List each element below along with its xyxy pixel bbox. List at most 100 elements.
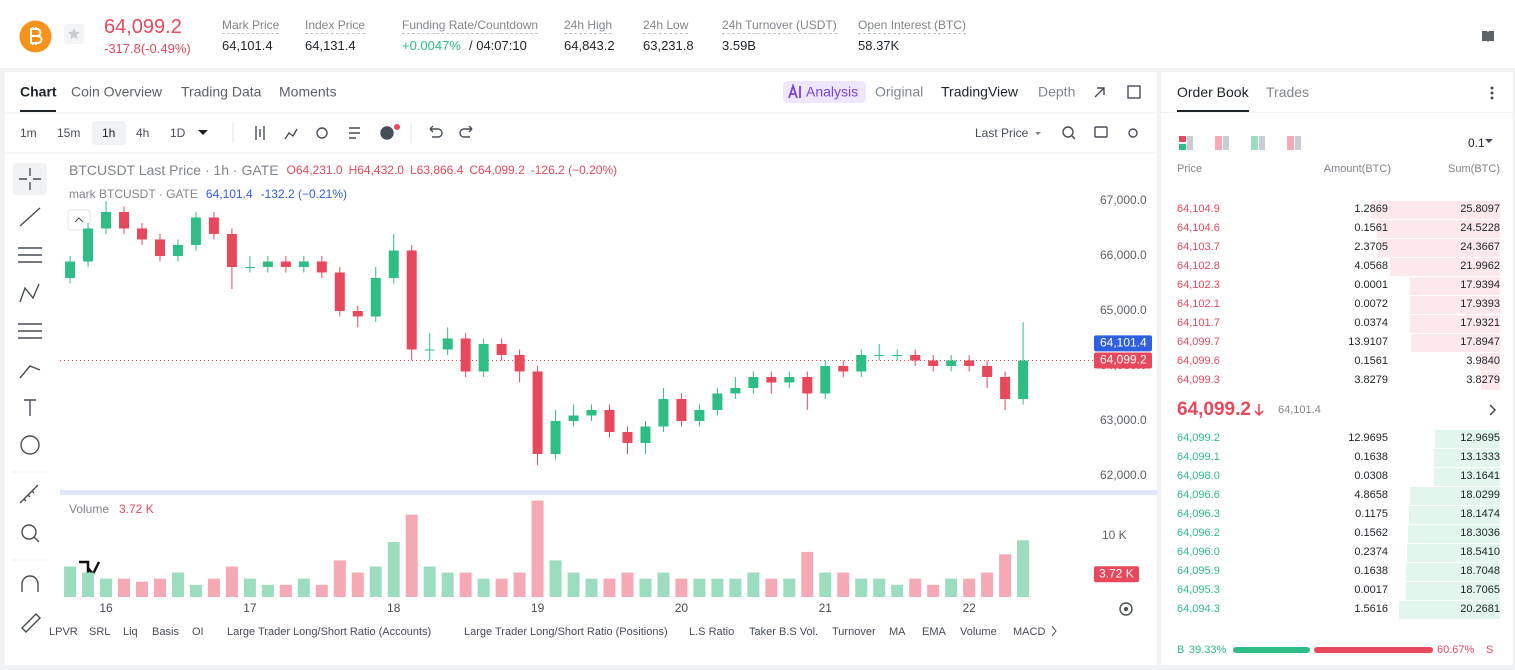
sum: 24.5228: [1460, 222, 1500, 234]
indicator[interactable]: LPVR: [49, 626, 78, 638]
legend-value: -126.2 (−0.20%): [531, 163, 617, 177]
favorite-star[interactable]: [64, 24, 84, 44]
tab[interactable]: Order Book: [1177, 84, 1249, 100]
sum: 13.1641: [1460, 470, 1500, 482]
indicator[interactable]: SRL: [89, 626, 110, 638]
legend-line: mark BTCUSDT · GATE 64,101.4 -132.2 (−0.21…: [69, 187, 347, 201]
candle-body: [101, 211, 112, 229]
drawing-tools[interactable]: [13, 163, 47, 633]
toolbar-icons[interactable]: [255, 85, 1141, 140]
amount: 0.1561: [1354, 355, 1388, 367]
volume-bar: [945, 578, 958, 597]
interval[interactable]: 1m: [20, 126, 37, 140]
sum: 3.8279: [1466, 374, 1500, 386]
price-source[interactable]: Last Price: [975, 126, 1029, 140]
volume-bar: [729, 578, 742, 597]
sum: 17.8947: [1460, 336, 1500, 348]
chart-tab[interactable]: Moments: [279, 84, 337, 100]
volume-bar: [100, 578, 113, 597]
view-tab[interactable]: Depth: [1038, 84, 1075, 100]
x-tick-label: 16: [99, 601, 113, 615]
layout-icons[interactable]: [1177, 135, 1307, 151]
interval[interactable]: 1D: [170, 126, 186, 140]
sum: 18.0299: [1460, 489, 1500, 501]
indicator[interactable]: Turnover: [832, 626, 876, 638]
volume-bar: [927, 584, 940, 597]
x-tick-label: 19: [531, 601, 545, 615]
legend-title: BTCUSDT Last Price · 1h · GATE: [69, 162, 279, 178]
candle-body: [730, 387, 741, 394]
view-tab[interactable]: Original: [875, 84, 923, 100]
depth-bar: [1434, 468, 1500, 486]
indicator[interactable]: Taker B.S Vol.: [749, 626, 818, 638]
indicator[interactable]: MACD: [1013, 626, 1045, 638]
volume-bar: [549, 560, 562, 597]
interval[interactable]: 15m: [57, 126, 80, 140]
volume-bar: [351, 572, 364, 597]
amount: 0.1561: [1354, 222, 1388, 234]
volume-value: 3.72 K: [119, 502, 154, 516]
price: 64,099.7: [1177, 336, 1220, 348]
view-tab[interactable]: Analysis: [806, 84, 858, 100]
interval[interactable]: 1h: [102, 126, 115, 140]
volume-bar: [207, 578, 220, 597]
volume-bar: [999, 554, 1012, 597]
y-tick-label: 10 K: [1102, 528, 1127, 542]
indicator[interactable]: EMA: [922, 626, 947, 638]
view-tab[interactable]: TradingView: [941, 84, 1019, 100]
amount: 3.8279: [1354, 374, 1388, 386]
tab[interactable]: Trades: [1266, 84, 1310, 100]
chart-tab[interactable]: Trading Data: [181, 84, 262, 100]
volume-bar: [567, 572, 580, 597]
chart-tab[interactable]: Chart: [20, 84, 57, 100]
price-change: -317.8(-0.49%): [104, 41, 191, 56]
precision[interactable]: 0.1: [1468, 136, 1485, 150]
volume-bar: [585, 578, 598, 597]
candle-body: [172, 244, 183, 256]
candle-body: [388, 250, 399, 278]
amount: 0.2374: [1354, 546, 1388, 558]
indicator[interactable]: MA: [889, 626, 906, 638]
volume-bar: [64, 566, 77, 597]
volume-bar: [891, 584, 904, 597]
indicator[interactable]: OI: [192, 626, 204, 638]
chart-tab[interactable]: Coin Overview: [71, 84, 163, 100]
volume-bar: [783, 578, 796, 597]
price: 64,102.8: [1177, 260, 1220, 272]
book-icon[interactable]: [1480, 28, 1496, 44]
legend-value: L63,866.4: [410, 163, 464, 177]
candle-body: [460, 338, 471, 372]
interval[interactable]: 4h: [136, 126, 149, 140]
volume-bar: [981, 572, 994, 597]
volume-bar: [315, 584, 328, 597]
indicator[interactable]: Large Trader Long/Short Ratio (Accounts): [227, 626, 431, 638]
depth-bar: [1370, 201, 1500, 219]
volume-bar: [171, 572, 184, 597]
price: 64,099.2: [1177, 432, 1220, 444]
amount: 0.1638: [1354, 451, 1388, 463]
indicator[interactable]: Liq: [123, 626, 138, 638]
candle-body: [550, 420, 561, 454]
indicator[interactable]: Volume: [960, 626, 997, 638]
amount: 1.2869: [1354, 203, 1388, 215]
analysis-pill[interactable]: [783, 81, 866, 103]
candle-body: [424, 349, 435, 351]
stat-value: 58.37K: [858, 38, 900, 53]
depth-bar: [1378, 239, 1500, 257]
indicator[interactable]: Large Trader Long/Short Ratio (Positions…: [464, 626, 668, 638]
candle-body: [442, 338, 453, 350]
stat-value: 63,231.8: [643, 38, 694, 53]
volume-bar: [495, 578, 508, 597]
indicator[interactable]: Basis: [152, 626, 179, 638]
indicator[interactable]: L.S Ratio: [689, 626, 734, 638]
candle-body: [622, 431, 633, 443]
volume-bar: [621, 572, 634, 597]
candle-body: [65, 261, 76, 278]
sum: 18.5410: [1460, 546, 1500, 558]
depth-bar: [1407, 544, 1500, 562]
candle-body: [892, 354, 903, 356]
stat-value: 64,843.2: [564, 38, 615, 53]
candle-body: [874, 354, 885, 356]
volume-bar: [531, 500, 544, 597]
